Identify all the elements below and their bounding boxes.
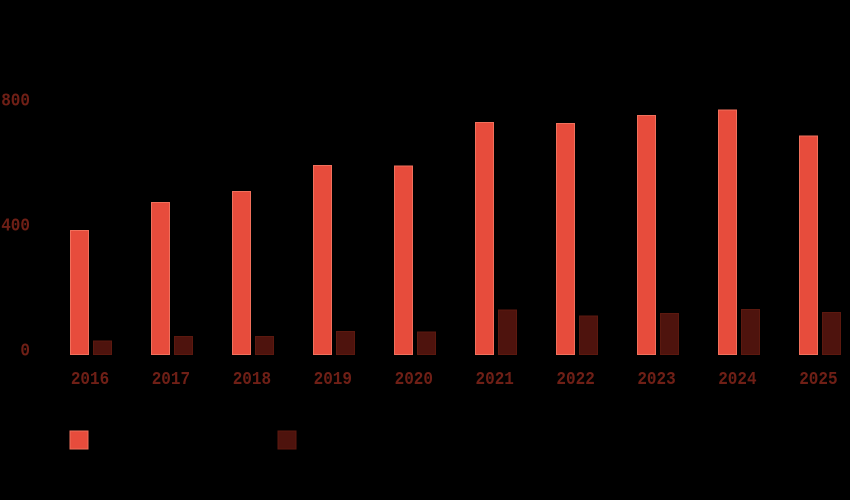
svg-text:2025: 2025 xyxy=(799,369,837,391)
svg-text:2019: 2019 xyxy=(314,369,352,391)
svg-text:800: 800 xyxy=(1,90,30,112)
svg-text:2018: 2018 xyxy=(233,369,271,391)
svg-text:2017: 2017 xyxy=(152,369,190,391)
svg-text:2023: 2023 xyxy=(637,369,675,391)
svg-text:2020: 2020 xyxy=(395,369,433,391)
svg-text:2021: 2021 xyxy=(476,369,514,391)
svg-text:0: 0 xyxy=(20,340,30,362)
svg-text:2024: 2024 xyxy=(718,369,756,391)
svg-text:400: 400 xyxy=(1,215,30,237)
svg-text:2016: 2016 xyxy=(71,369,109,391)
svg-text:2022: 2022 xyxy=(556,369,594,391)
